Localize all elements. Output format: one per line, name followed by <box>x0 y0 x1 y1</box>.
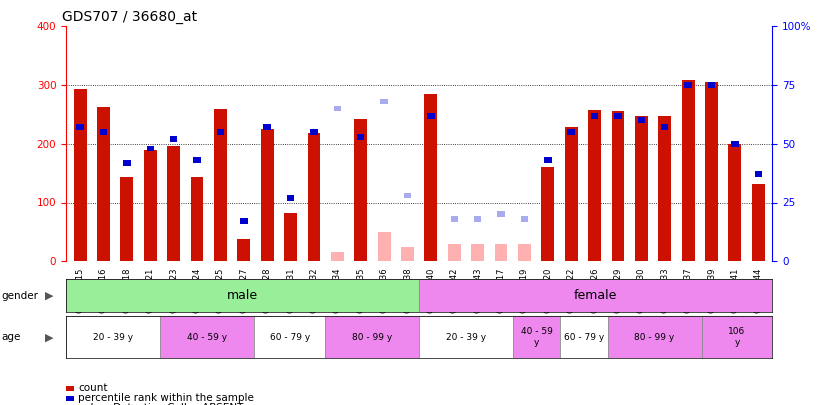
Bar <box>76 124 84 130</box>
Bar <box>474 216 482 222</box>
Text: 80 - 99 y: 80 - 99 y <box>352 333 392 342</box>
Bar <box>514 316 561 358</box>
Bar <box>567 129 575 135</box>
Text: age: age <box>2 332 21 342</box>
Bar <box>518 243 531 261</box>
Bar <box>608 316 702 358</box>
Bar <box>144 150 157 261</box>
Text: ▶: ▶ <box>45 291 54 301</box>
Bar <box>357 134 364 140</box>
Bar <box>681 80 695 261</box>
Bar <box>334 106 341 111</box>
Bar <box>214 109 227 261</box>
Bar <box>661 124 668 130</box>
Text: 60 - 79 y: 60 - 79 y <box>269 333 310 342</box>
Bar <box>74 89 87 261</box>
Bar <box>401 247 414 261</box>
Bar <box>287 195 294 201</box>
Bar <box>121 177 133 261</box>
Bar <box>591 113 598 119</box>
Bar <box>731 141 738 147</box>
Bar <box>754 171 762 177</box>
Text: 40 - 59 y: 40 - 59 y <box>188 333 227 342</box>
Text: gender: gender <box>2 291 39 301</box>
Bar <box>216 129 224 135</box>
Bar <box>495 243 507 261</box>
Text: 106
y: 106 y <box>729 328 746 347</box>
Bar <box>254 316 325 358</box>
Bar <box>307 132 320 261</box>
Bar <box>263 124 271 130</box>
Bar <box>425 94 437 261</box>
Text: count: count <box>78 383 108 393</box>
Bar <box>193 157 201 163</box>
Bar <box>615 113 622 119</box>
Bar <box>541 167 554 261</box>
Text: 60 - 79 y: 60 - 79 y <box>564 333 604 342</box>
Bar <box>420 316 514 358</box>
Text: 20 - 39 y: 20 - 39 y <box>93 333 133 342</box>
Text: ▶: ▶ <box>45 332 54 342</box>
Text: male: male <box>227 289 259 302</box>
Bar <box>325 316 420 358</box>
Text: percentile rank within the sample: percentile rank within the sample <box>78 393 254 403</box>
Bar <box>100 129 107 135</box>
Bar <box>611 111 624 261</box>
Bar <box>284 213 297 261</box>
Bar <box>261 129 273 261</box>
Bar <box>311 129 318 135</box>
Bar <box>448 243 461 261</box>
Bar <box>404 192 411 198</box>
Bar <box>450 216 458 222</box>
Bar <box>123 160 131 166</box>
Bar <box>702 316 772 358</box>
Bar <box>427 113 434 119</box>
Bar <box>588 110 601 261</box>
Bar <box>561 316 608 358</box>
Bar <box>752 184 765 261</box>
Bar <box>729 144 741 261</box>
Bar <box>708 82 715 88</box>
Bar <box>497 211 505 217</box>
Text: 80 - 99 y: 80 - 99 y <box>634 333 675 342</box>
Bar <box>160 316 254 358</box>
Text: 20 - 39 y: 20 - 39 y <box>446 333 487 342</box>
Bar <box>237 239 250 261</box>
Bar <box>381 98 388 104</box>
Bar <box>420 279 772 312</box>
Bar <box>170 136 178 142</box>
Bar <box>331 252 344 261</box>
Bar <box>97 107 110 261</box>
Bar <box>544 157 552 163</box>
Bar <box>658 116 672 261</box>
Bar <box>354 119 368 261</box>
Bar <box>66 279 420 312</box>
Bar <box>471 243 484 261</box>
Bar <box>167 145 180 261</box>
Text: value, Detection Call = ABSENT: value, Detection Call = ABSENT <box>78 403 244 405</box>
Text: female: female <box>574 289 618 302</box>
Bar <box>685 82 692 88</box>
Bar <box>66 316 160 358</box>
Bar <box>520 216 528 222</box>
Bar <box>638 117 645 123</box>
Bar <box>705 82 718 261</box>
Bar <box>565 127 577 261</box>
Bar <box>377 232 391 261</box>
Text: 40 - 59
y: 40 - 59 y <box>521 328 553 347</box>
Bar <box>635 116 648 261</box>
Bar <box>240 218 248 224</box>
Bar <box>191 177 203 261</box>
Text: GDS707 / 36680_at: GDS707 / 36680_at <box>62 10 197 24</box>
Bar <box>146 145 154 151</box>
